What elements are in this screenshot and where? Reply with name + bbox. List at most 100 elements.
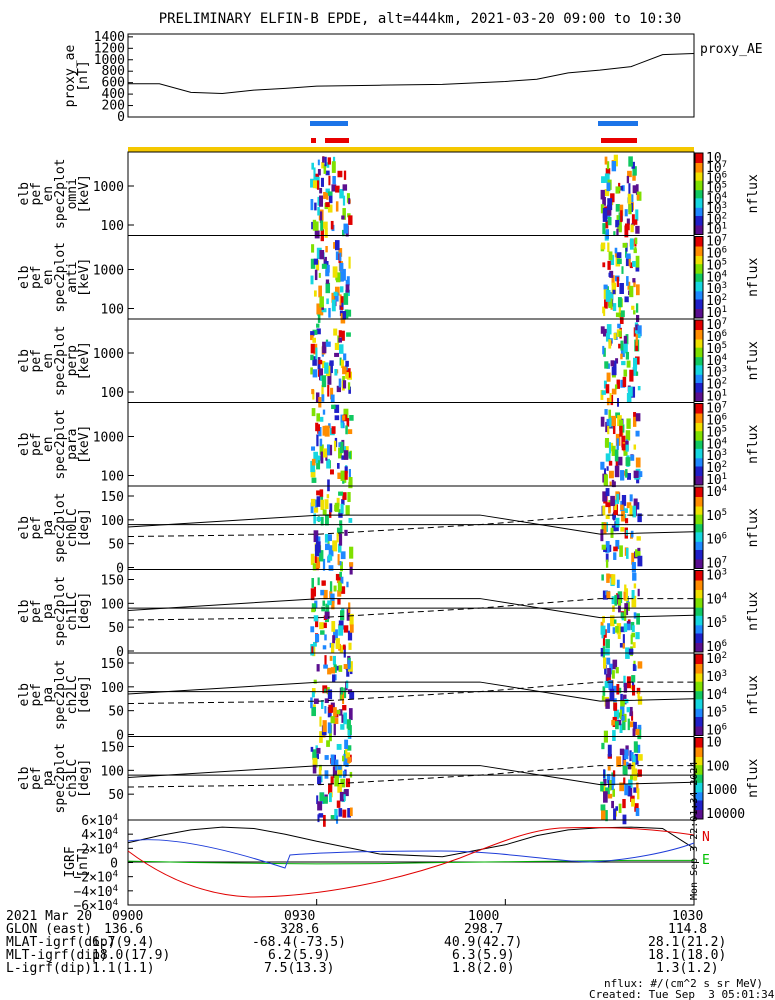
spectrogram-cell bbox=[330, 754, 335, 766]
colorbar-segment bbox=[695, 761, 703, 764]
colorbar-segment bbox=[695, 480, 703, 483]
spectrogram-cell bbox=[623, 608, 627, 621]
spectrogram-cell bbox=[605, 453, 611, 462]
spectrogram-cell bbox=[631, 798, 635, 807]
colorbar-tick-label: 103 bbox=[706, 568, 727, 584]
spectrogram-cell bbox=[347, 808, 351, 818]
colorbar-segment bbox=[695, 798, 703, 801]
colorbar-segment bbox=[695, 366, 703, 369]
spectrogram-cell bbox=[620, 345, 625, 358]
spectrogram-cell bbox=[610, 527, 614, 538]
colorbar-segment bbox=[695, 683, 703, 686]
spectrogram-cell bbox=[604, 680, 609, 688]
spectrogram-cell bbox=[617, 297, 622, 308]
spectrogram-cell bbox=[602, 782, 606, 793]
spectrogram-cell bbox=[311, 162, 315, 170]
spectrogram-cell bbox=[627, 170, 632, 178]
colorbar-segment bbox=[695, 535, 703, 538]
colorbar-segment bbox=[695, 360, 703, 363]
panel-ylabel: pef bbox=[29, 767, 44, 790]
colorbar-segment bbox=[695, 195, 703, 197]
colorbar-segment bbox=[695, 170, 703, 173]
colorbar-segment bbox=[695, 341, 703, 344]
spectrogram-cell bbox=[342, 692, 345, 705]
spectrogram-cell bbox=[613, 619, 617, 624]
colorbar-tick-exp: 7 bbox=[722, 160, 727, 170]
spectrogram-cell bbox=[621, 494, 627, 506]
colorbar-segment bbox=[695, 208, 703, 211]
colorbar-segment bbox=[695, 378, 703, 381]
colorbar-segment bbox=[695, 292, 703, 295]
colorbar-segment bbox=[695, 804, 703, 806]
spectrogram-cell bbox=[608, 293, 614, 300]
panel-ylabel: [deg] bbox=[77, 592, 92, 631]
colorbar-segment bbox=[695, 663, 703, 666]
spectrogram-cell bbox=[625, 351, 630, 360]
spectrogram-cell bbox=[336, 497, 340, 507]
spectrogram-cell bbox=[635, 341, 639, 352]
spectrogram-cell bbox=[322, 645, 327, 650]
colorbar-segment bbox=[695, 525, 703, 527]
spectrogram-cell bbox=[310, 626, 315, 633]
colorbar-segment bbox=[695, 767, 703, 770]
colorbar-segment bbox=[695, 425, 703, 428]
spectrogram-cell bbox=[311, 477, 317, 483]
spectrogram-cell bbox=[602, 646, 605, 658]
spectrogram-cell bbox=[343, 794, 346, 800]
spectrogram-cell bbox=[326, 193, 329, 200]
colorbar-segment bbox=[695, 296, 703, 299]
igrf-blue-line bbox=[127, 839, 695, 869]
spectrogram-cell bbox=[637, 555, 643, 567]
colorbar-segment bbox=[695, 266, 703, 269]
spectrogram-cell bbox=[322, 425, 326, 436]
colorbar-segment bbox=[695, 605, 703, 608]
x-ticks bbox=[127, 899, 695, 905]
spectrogram-cell bbox=[345, 680, 349, 689]
spectrogram-cell bbox=[626, 502, 632, 509]
panel-ytick-label: 100 bbox=[101, 303, 124, 318]
spectrogram-cell bbox=[310, 746, 314, 752]
spectrogram-cell bbox=[316, 536, 321, 542]
colorbar-segment bbox=[695, 601, 703, 604]
spectrogram-cell bbox=[320, 630, 325, 635]
colorbar-segment bbox=[695, 557, 703, 560]
spectrogram-cell bbox=[321, 394, 325, 402]
spectrogram-cell bbox=[636, 371, 639, 376]
colorbar-segment bbox=[695, 785, 703, 787]
colorbar-segment bbox=[695, 550, 703, 553]
spectrogram-cell bbox=[325, 246, 328, 253]
colorbar-segment bbox=[695, 298, 703, 301]
colorbar-tick-exp: 5 bbox=[722, 257, 727, 267]
colorbar-segment bbox=[695, 301, 703, 304]
colorbar-segment bbox=[695, 700, 703, 703]
spectrogram-cell bbox=[349, 807, 353, 817]
spectrogram-cell bbox=[314, 202, 317, 211]
panel-ylabel: elb bbox=[17, 182, 32, 206]
colorbar-segment bbox=[695, 267, 703, 270]
spectrogram-cell bbox=[606, 161, 610, 170]
colorbar-segment bbox=[695, 407, 703, 410]
spectrogram-cell bbox=[325, 282, 331, 294]
spectrogram-cell bbox=[311, 388, 315, 395]
colorbar-segment bbox=[695, 810, 703, 813]
colorbar-segment bbox=[695, 725, 703, 728]
colorbar-segment bbox=[695, 472, 703, 475]
colorbar-segment bbox=[695, 667, 703, 670]
colorbar-segment bbox=[695, 797, 703, 800]
colorbar-segment bbox=[695, 546, 703, 549]
spectrogram-cell bbox=[312, 563, 317, 571]
colorbar-segment bbox=[695, 167, 703, 170]
spectrogram-cell bbox=[602, 491, 607, 502]
spectrogram-cell bbox=[624, 223, 630, 231]
colorbar-segment bbox=[695, 181, 703, 184]
spectrogram-cell bbox=[608, 680, 613, 690]
colorbar-segment bbox=[695, 786, 703, 789]
colorbar-segment bbox=[695, 516, 703, 519]
colorbar-segment bbox=[695, 337, 703, 340]
colorbar-tick-exp: 2 bbox=[722, 651, 727, 661]
spectrogram-cell bbox=[620, 612, 624, 619]
spectrogram-cell bbox=[627, 473, 631, 480]
spectrogram-cell bbox=[626, 175, 630, 184]
spectrogram-cell bbox=[313, 343, 318, 355]
colorbar-segment bbox=[695, 236, 703, 239]
